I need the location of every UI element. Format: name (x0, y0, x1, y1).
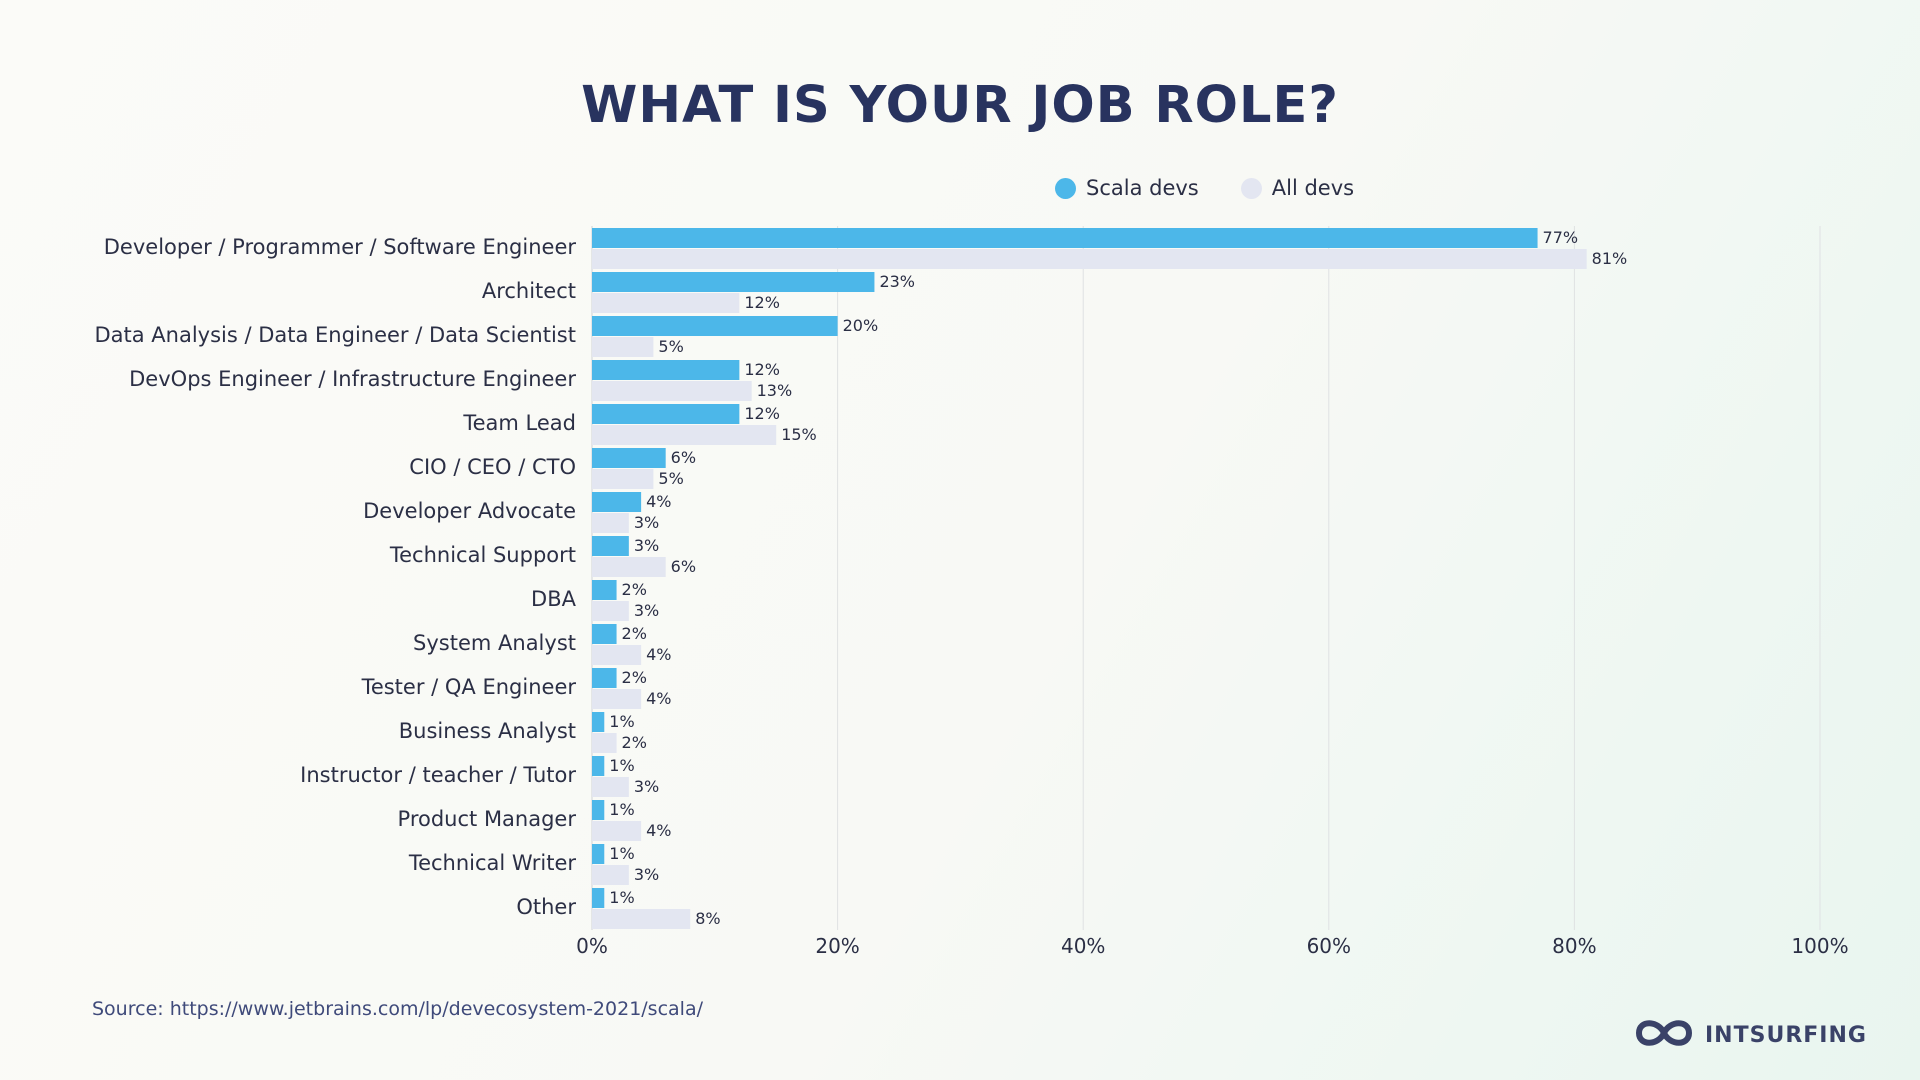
page-title: WHAT IS YOUR JOB ROLE? (581, 76, 1339, 135)
x-tick-label: 80% (1552, 934, 1596, 958)
data-label-all-devs: 81% (1592, 249, 1628, 268)
bar-all-devs (592, 689, 642, 709)
category-label: System Analyst (413, 631, 576, 655)
bar-scala-devs (592, 272, 875, 292)
x-tick-label: 20% (815, 934, 859, 958)
category-label: Product Manager (398, 807, 577, 831)
data-label-scala-devs: 3% (634, 536, 659, 555)
data-label-scala-devs: 2% (622, 580, 647, 599)
data-label-all-devs: 3% (634, 513, 659, 532)
bar-scala-devs (592, 580, 617, 600)
data-label-all-devs: 3% (634, 865, 659, 884)
bar-scala-devs (592, 624, 617, 644)
bar-scala-devs (592, 888, 605, 908)
data-label-all-devs: 8% (695, 909, 720, 928)
bar-all-devs (592, 777, 629, 797)
data-label-all-devs: 6% (671, 557, 696, 576)
data-label-scala-devs: 1% (609, 800, 634, 819)
category-label: Architect (482, 279, 576, 303)
data-label-scala-devs: 2% (622, 668, 647, 687)
data-label-scala-devs: 77% (1543, 228, 1579, 247)
category-label: DBA (531, 587, 577, 611)
bar-scala-devs (592, 316, 838, 336)
legend-label-all-devs: All devs (1271, 176, 1355, 200)
data-label-scala-devs: 12% (744, 404, 780, 423)
category-label: Technical Writer (408, 851, 577, 875)
data-label-all-devs: 3% (634, 777, 659, 796)
category-label: Instructor / teacher / Tutor (300, 763, 576, 787)
brand-logo: INTSURFING (1633, 1016, 1867, 1054)
legend-swatch-all-devs (1240, 177, 1262, 199)
bar-chart: 0% 20% 40% 60% 80% 100% Developer / Programmer… (94, 226, 1849, 958)
category-label: Business Analyst (399, 719, 576, 743)
data-label-all-devs: 5% (658, 337, 683, 356)
category-label: Data Analysis / Data Engineer / Data Sci… (94, 323, 576, 347)
data-label-scala-devs: 1% (609, 888, 634, 907)
data-label-all-devs: 4% (646, 689, 671, 708)
data-label-scala-devs: 2% (622, 624, 647, 643)
bar-scala-devs (592, 712, 605, 732)
data-label-scala-devs: 1% (609, 844, 634, 863)
data-label-scala-devs: 4% (646, 492, 671, 511)
bar-scala-devs (592, 404, 740, 424)
bar-all-devs (592, 293, 740, 313)
bar-all-devs (592, 425, 777, 445)
infinity-wave-logo-icon (1633, 1016, 1695, 1054)
chart-legend: Scala devs All devs (1055, 176, 1396, 200)
source-note: Source: https://www.jetbrains.com/lp/dev… (92, 998, 703, 1020)
data-label-all-devs: 3% (634, 601, 659, 620)
bar-all-devs (592, 249, 1587, 269)
category-label: CIO / CEO / CTO (409, 455, 576, 479)
data-label-all-devs: 12% (744, 293, 780, 312)
bar-scala-devs (592, 800, 605, 820)
bar-all-devs (592, 513, 629, 533)
bar-all-devs (592, 821, 642, 841)
data-label-scala-devs: 23% (879, 272, 915, 291)
data-label-all-devs: 15% (781, 425, 817, 444)
brand-name: INTSURFING (1705, 1022, 1867, 1048)
x-tick-label: 60% (1307, 934, 1351, 958)
data-label-scala-devs: 1% (609, 756, 634, 775)
data-label-all-devs: 2% (622, 733, 647, 752)
category-label: Technical Support (389, 543, 576, 567)
data-label-all-devs: 13% (757, 381, 793, 400)
legend-item-scala-devs: Scala devs (1055, 176, 1199, 200)
bar-scala-devs (592, 228, 1538, 248)
data-label-all-devs: 5% (658, 469, 683, 488)
data-label-all-devs: 4% (646, 821, 671, 840)
bar-scala-devs (592, 492, 642, 512)
bar-all-devs (592, 733, 617, 753)
bar-scala-devs (592, 360, 740, 380)
bar-all-devs (592, 337, 654, 357)
category-label: Developer Advocate (363, 499, 576, 523)
bar-all-devs (592, 909, 691, 929)
bar-scala-devs (592, 668, 617, 688)
data-label-all-devs: 4% (646, 645, 671, 664)
category-label: DevOps Engineer / Infrastructure Enginee… (129, 367, 576, 391)
category-label: Other (516, 895, 576, 919)
bar-all-devs (592, 601, 629, 621)
bar-all-devs (592, 557, 666, 577)
category-label: Developer / Programmer / Software Engine… (104, 235, 577, 259)
bar-all-devs (592, 865, 629, 885)
bar-all-devs (592, 645, 642, 665)
bar-scala-devs (592, 756, 605, 776)
x-tick-label: 100% (1791, 934, 1848, 958)
bar-scala-devs (592, 844, 605, 864)
bar-scala-devs (592, 536, 629, 556)
legend-swatch-scala-devs (1055, 177, 1076, 199)
x-tick-label: 0% (576, 934, 608, 958)
bar-all-devs (592, 381, 752, 401)
legend-label-scala-devs: Scala devs (1086, 176, 1199, 200)
bar-scala-devs (592, 448, 666, 468)
category-label: Tester / QA Engineer (361, 675, 577, 699)
data-label-scala-devs: 1% (609, 712, 634, 731)
data-label-scala-devs: 12% (744, 360, 780, 379)
bar-all-devs (592, 469, 654, 489)
data-label-scala-devs: 20% (843, 316, 879, 335)
x-tick-label: 40% (1061, 934, 1105, 958)
legend-item-all-devs: All devs (1240, 176, 1355, 200)
category-label: Team Lead (462, 411, 576, 435)
data-label-scala-devs: 6% (671, 448, 696, 467)
